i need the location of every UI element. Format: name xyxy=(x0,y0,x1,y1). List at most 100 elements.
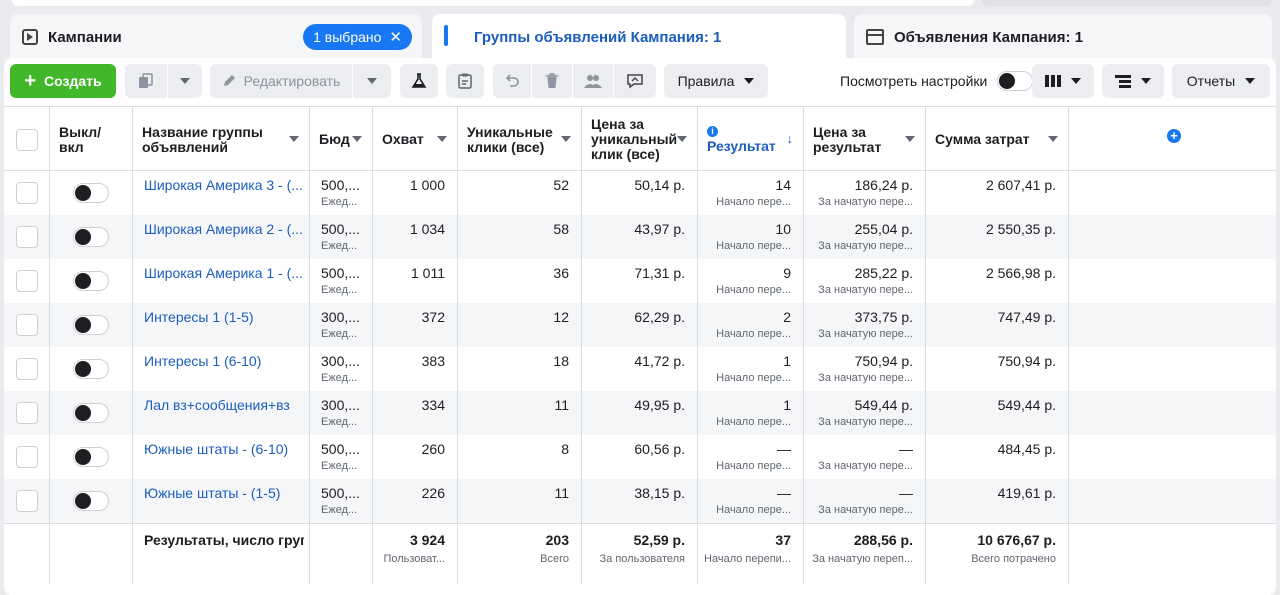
edit-dropdown[interactable] xyxy=(353,64,391,98)
toolbar: + Создать Редактировать Пр xyxy=(10,64,1274,100)
audience-button[interactable] xyxy=(573,64,613,98)
budget-cell: 500,... Ежед... xyxy=(309,435,372,479)
row-status-toggle[interactable] xyxy=(72,403,109,423)
tab-ads[interactable]: Объявления Кампания: 1 xyxy=(854,14,1272,60)
spend-cell: 750,94 р. xyxy=(925,347,1068,391)
cost-result-type: За начатую пере... xyxy=(818,196,913,208)
budget-value: 500,... xyxy=(321,177,360,193)
column-divider xyxy=(581,106,582,584)
header-cost-result[interactable]: Цена за результат xyxy=(803,107,925,172)
select-all-checkbox[interactable] xyxy=(15,128,38,151)
row-checkbox[interactable] xyxy=(15,358,38,380)
tab-campaigns[interactable]: Кампании 1 выбрано ✕ xyxy=(10,14,422,60)
cost-result-value: — xyxy=(899,485,913,501)
header-budget[interactable]: Бюд xyxy=(309,107,372,172)
top-strip xyxy=(0,0,1280,10)
tab-ad-sets[interactable]: Группы объявлений Кампания: 1 xyxy=(432,14,846,60)
budget-value: 500,... xyxy=(321,221,360,237)
sort-descending-icon: ↓ xyxy=(786,131,794,146)
row-checkbox[interactable] xyxy=(15,314,38,336)
row-toggle-cell xyxy=(49,435,132,479)
delete-button[interactable] xyxy=(532,64,572,98)
footer-cpc-sub: За пользователя xyxy=(599,553,685,565)
spend-cell: 484,45 р. xyxy=(925,435,1068,479)
header-result[interactable]: i Результат ↓ xyxy=(697,107,803,172)
chevron-down-icon xyxy=(744,78,755,84)
result-value: 2 xyxy=(783,309,791,325)
header-spend[interactable]: Сумма затрат xyxy=(925,107,1068,172)
ad-set-name-link[interactable]: Лал вз+сообщения+вз xyxy=(144,397,290,413)
unique-clicks-cell: 58 xyxy=(457,215,581,259)
row-checkbox[interactable] xyxy=(15,402,38,424)
ab-test-button[interactable] xyxy=(400,64,438,98)
view-settings-toggle[interactable] xyxy=(997,71,1034,91)
header-budget-label: Бюд xyxy=(319,131,350,147)
cost-result-cell: 285,22 р. За начатую пере... xyxy=(803,259,925,303)
add-column-icon[interactable]: + xyxy=(1167,129,1181,143)
row-checkbox[interactable] xyxy=(15,226,38,248)
columns-button[interactable] xyxy=(1032,64,1094,98)
duplicate-button[interactable] xyxy=(125,64,167,98)
row-status-toggle[interactable] xyxy=(72,359,109,379)
footer-cpr-value: 288,56 р. xyxy=(853,532,913,548)
duplicate-dropdown[interactable] xyxy=(168,64,202,98)
header-onoff[interactable]: Выкл/ вкл xyxy=(49,107,132,172)
row-status-toggle[interactable] xyxy=(72,271,109,291)
ad-set-name-link[interactable]: Южные штаты - (1-5) xyxy=(144,485,281,501)
ad-set-name-link[interactable]: Широкая Америка 3 - (... xyxy=(144,177,303,193)
ad-set-name-cell: Широкая Америка 2 - (... xyxy=(132,215,309,259)
cost-result-type: За начатую пере... xyxy=(818,460,913,472)
reach-value: 1 000 xyxy=(409,177,445,193)
spend-value: 2 607,41 р. xyxy=(985,177,1056,193)
header-reach[interactable]: Охват xyxy=(372,107,457,172)
ad-set-name-link[interactable]: Широкая Америка 1 - (... xyxy=(144,265,303,281)
row-checkbox[interactable] xyxy=(15,490,38,512)
row-checkbox[interactable] xyxy=(15,446,38,468)
row-status-toggle[interactable] xyxy=(72,315,109,335)
header-name[interactable]: Название группы объявлений xyxy=(132,107,309,172)
footer-spend-sub: Всего потрачено xyxy=(971,553,1056,565)
unique-clicks-value: 8 xyxy=(561,441,569,457)
rules-button[interactable]: Правила xyxy=(664,64,768,98)
top-strip-segment xyxy=(12,0,974,6)
sort-icon xyxy=(677,136,687,142)
cost-unique-cell: 43,97 р. xyxy=(581,215,697,259)
sort-icon xyxy=(561,136,571,142)
ad-set-name-cell: Южные штаты - (1-5) xyxy=(132,479,309,523)
message-button[interactable] xyxy=(614,64,656,98)
create-button[interactable]: + Создать xyxy=(10,64,116,98)
spend-cell: 2 550,35 р. xyxy=(925,215,1068,259)
undo-button[interactable] xyxy=(493,64,531,98)
ad-set-name-link[interactable]: Южные штаты - (6-10) xyxy=(144,441,289,457)
header-cost-unique[interactable]: Цена за уникальный клик (все) xyxy=(581,107,697,172)
row-status-toggle[interactable] xyxy=(72,227,109,247)
info-icon[interactable]: i xyxy=(707,125,718,137)
edit-button[interactable]: Редактировать xyxy=(210,64,352,98)
chevron-down-icon xyxy=(1071,78,1081,84)
selected-pill[interactable]: 1 выбрано ✕ xyxy=(303,24,412,50)
ad-set-name-link[interactable]: Широкая Америка 2 - (... xyxy=(144,221,303,237)
row-checkbox[interactable] xyxy=(15,182,38,204)
header-unique-clicks[interactable]: Уникальные клики (все) xyxy=(457,107,581,172)
cost-unique-cell: 38,15 р. xyxy=(581,479,697,523)
row-status-toggle[interactable] xyxy=(72,183,109,203)
row-status-toggle[interactable] xyxy=(72,491,109,511)
cost-result-type: За начатую пере... xyxy=(818,372,913,384)
unique-clicks-cell: 11 xyxy=(457,391,581,435)
ad-set-name-link[interactable]: Интересы 1 (6-10) xyxy=(144,353,262,369)
pencil-icon xyxy=(223,75,235,86)
ad-set-name-link[interactable]: Интересы 1 (1-5) xyxy=(144,309,254,325)
clipboard-button[interactable] xyxy=(446,64,484,98)
footer-cpr-sub: За начатую переп... xyxy=(812,553,913,565)
row-select-cell xyxy=(4,347,49,391)
footer-reach-value: 3 924 xyxy=(409,532,445,548)
reports-button[interactable]: Отчеты xyxy=(1172,64,1270,98)
spend-cell: 2 566,98 р. xyxy=(925,259,1068,303)
row-checkbox[interactable] xyxy=(15,270,38,292)
close-icon[interactable]: ✕ xyxy=(389,29,402,46)
reach-cell: 1 011 xyxy=(372,259,457,303)
breakdown-button[interactable] xyxy=(1102,64,1164,98)
ad-set-name-cell: Южные штаты - (6-10) xyxy=(132,435,309,479)
row-status-toggle[interactable] xyxy=(72,447,109,467)
spend-cell: 419,61 р. xyxy=(925,479,1068,523)
